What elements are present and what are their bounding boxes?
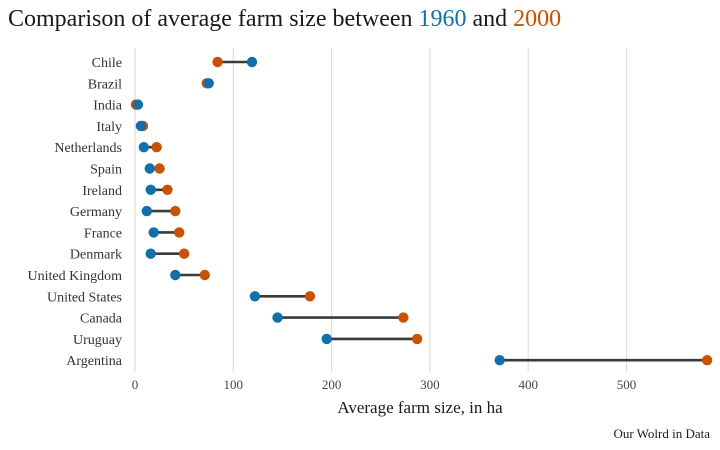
point-1960 <box>249 291 261 302</box>
chart-title: Comparison of average farm size between … <box>8 6 561 32</box>
point-2000 <box>162 184 173 195</box>
point-2000 <box>178 248 190 259</box>
point-2000 <box>174 227 185 238</box>
y-category-label: Ireland <box>82 184 122 199</box>
point-1960 <box>148 227 159 238</box>
point-1960 <box>141 205 152 217</box>
y-category-label: United States <box>47 290 122 305</box>
point-1960 <box>246 56 258 68</box>
x-axis-title: Average farm size, in ha <box>337 398 503 417</box>
y-category-label: Denmark <box>70 248 122 263</box>
y-category-label: Uruguay <box>73 333 122 348</box>
point-1960 <box>170 269 181 281</box>
title-year-start: 1960 <box>419 6 467 32</box>
point-2000 <box>170 205 181 217</box>
dumbbell-marks <box>130 56 713 366</box>
gridlines <box>134 48 628 372</box>
point-1960 <box>203 78 214 89</box>
y-category-label: Germany <box>70 205 122 220</box>
x-tick-label: 500 <box>617 377 637 392</box>
y-category-label: India <box>93 99 123 114</box>
x-tick-label: 0 <box>132 377 139 392</box>
point-2000 <box>212 56 223 68</box>
y-category-label: Spain <box>90 163 122 178</box>
x-tick-label: 300 <box>420 377 440 392</box>
title-prefix: Comparison of average farm size between <box>8 6 419 32</box>
y-category-label: Canada <box>80 312 123 327</box>
x-tick-label: 200 <box>322 377 342 392</box>
y-category-label: Argentina <box>66 354 123 369</box>
point-1960 <box>272 312 283 323</box>
y-category-label: Brazil <box>88 77 122 92</box>
y-category-label: France <box>84 226 122 241</box>
point-1960 <box>145 184 156 195</box>
point-2000 <box>701 355 713 366</box>
point-1960 <box>135 120 147 132</box>
point-2000 <box>398 312 409 323</box>
point-1960 <box>138 142 150 153</box>
point-1960 <box>145 248 156 259</box>
point-1960 <box>144 163 155 174</box>
point-2000 <box>411 333 423 345</box>
point-2000 <box>304 291 316 302</box>
y-category-label: Chile <box>92 56 122 71</box>
point-2000 <box>154 163 165 174</box>
y-category-label: United Kingdom <box>28 269 123 284</box>
point-1960 <box>494 355 505 366</box>
point-2000 <box>199 269 210 281</box>
title-year-end: 2000 <box>513 6 561 32</box>
y-category-label: Italy <box>96 120 122 135</box>
x-axis-ticks: 0 100 200 300 400 500 <box>132 377 637 392</box>
title-joiner: and <box>467 6 514 32</box>
y-category-label: Netherlands <box>54 141 122 156</box>
point-1960 <box>321 333 332 345</box>
point-1960 <box>132 99 144 110</box>
source-note: Our Wolrd in Data <box>613 426 710 441</box>
x-tick-label: 100 <box>224 377 244 392</box>
x-tick-label: 400 <box>518 377 538 392</box>
y-axis-labels: Chile Brazil India Italy Netherlands Spain Ire… <box>28 56 123 369</box>
point-2000 <box>151 142 162 153</box>
